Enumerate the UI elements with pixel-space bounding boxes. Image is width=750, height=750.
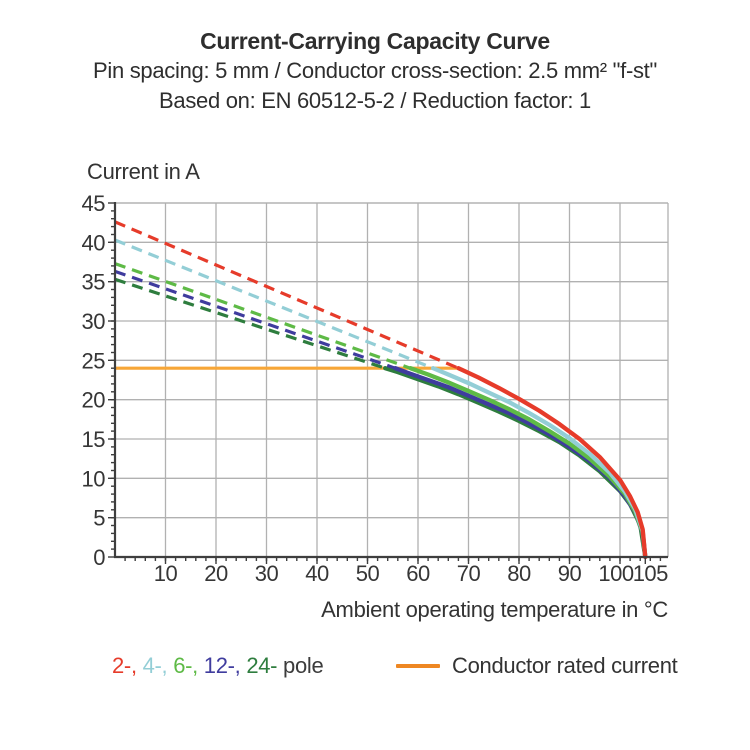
series-4-pole xyxy=(114,238,648,560)
svg-text:45: 45 xyxy=(82,191,106,216)
svg-text:100: 100 xyxy=(598,561,633,586)
pole-legend-item: 6-, xyxy=(173,653,204,678)
svg-text:20: 20 xyxy=(204,561,228,586)
subtitle-standard: Based on: EN 60512-5-2 / Reduction facto… xyxy=(159,88,591,113)
legend: 2-, 4-, 6-, 12-, 24- pole Conductor rate… xyxy=(0,653,750,687)
svg-text:40: 40 xyxy=(82,230,106,255)
svg-text:40: 40 xyxy=(305,561,329,586)
x-tick-labels: 10 20 30 40 50 60 70 80 90 100 105 xyxy=(154,561,669,586)
x-axis-title: Ambient operating temperature in °C xyxy=(321,597,668,622)
pole-legend-suffix: pole xyxy=(277,653,324,678)
svg-text:20: 20 xyxy=(82,388,106,413)
series-2-pole xyxy=(114,220,648,560)
pole-legend-item: 4-, xyxy=(142,653,174,678)
svg-text:105: 105 xyxy=(633,561,668,586)
subtitle-specs: Pin spacing: 5 mm / Conductor cross-sect… xyxy=(93,58,657,83)
svg-text:30: 30 xyxy=(255,561,279,586)
page-title: Current-Carrying Capacity Curve xyxy=(200,28,550,54)
series-12-pole xyxy=(114,269,648,560)
title-block: Current-Carrying Capacity Curve Pin spac… xyxy=(0,26,750,116)
y-tick-labels: 0 5 10 15 20 25 30 35 40 45 xyxy=(82,191,106,570)
svg-text:35: 35 xyxy=(82,270,106,295)
svg-text:90: 90 xyxy=(558,561,582,586)
pole-legend-item: 12-, xyxy=(203,653,247,678)
svg-text:50: 50 xyxy=(356,561,380,586)
pole-legend: 2-, 4-, 6-, 12-, 24- pole xyxy=(112,653,324,679)
rated-current-label: Conductor rated current xyxy=(452,653,678,678)
svg-text:10: 10 xyxy=(154,561,178,586)
svg-text:70: 70 xyxy=(457,561,481,586)
axes xyxy=(108,202,668,564)
y-axis-title: Current in A xyxy=(87,159,200,184)
pole-legend-item: 24- xyxy=(246,653,278,678)
svg-text:80: 80 xyxy=(507,561,531,586)
svg-text:60: 60 xyxy=(406,561,430,586)
svg-text:0: 0 xyxy=(93,545,105,570)
pole-legend-item: 2-, xyxy=(112,653,143,678)
series-6-pole xyxy=(114,262,648,560)
svg-text:30: 30 xyxy=(82,309,106,334)
pole-legend-items: 2-, 4-, 6-, 12-, 24- xyxy=(112,653,278,678)
svg-text:25: 25 xyxy=(82,348,106,373)
rated-current-line-swatch xyxy=(396,664,440,668)
svg-text:5: 5 xyxy=(93,506,105,531)
svg-text:10: 10 xyxy=(82,466,106,491)
rated-current-legend: Conductor rated current xyxy=(396,653,678,679)
svg-text:15: 15 xyxy=(82,427,106,452)
gridlines xyxy=(115,202,669,557)
